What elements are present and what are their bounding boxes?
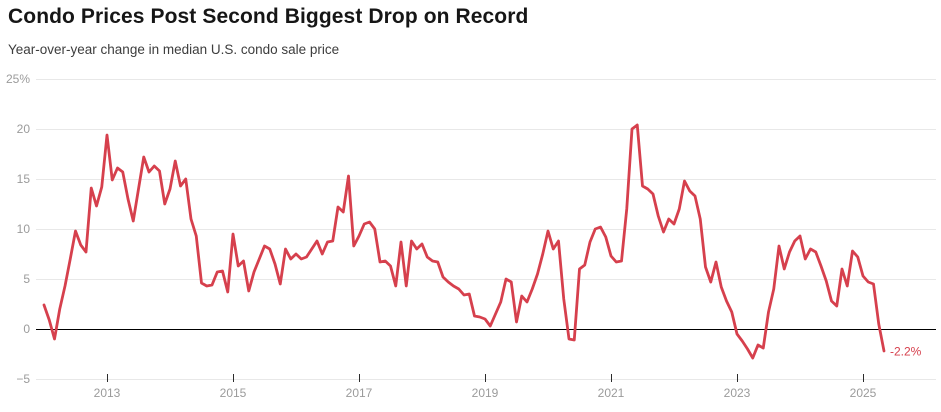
- y-axis-tick-label: 20: [17, 122, 31, 136]
- x-axis-tick-label: 2017: [346, 386, 373, 400]
- x-axis-tick-label: 2019: [472, 386, 499, 400]
- x-axis-tick-label: 2013: [94, 386, 121, 400]
- chart-title: Condo Prices Post Second Biggest Drop on…: [8, 5, 529, 28]
- yoy-series-line: [42, 123, 886, 360]
- y-axis-tick-label: 15: [17, 172, 31, 186]
- latest-value-label: -2.2%: [890, 345, 922, 359]
- x-axis-tick-label: 2021: [598, 386, 625, 400]
- x-axis-tick-label: 2023: [724, 386, 751, 400]
- x-axis-tick-label: 2025: [850, 386, 877, 400]
- y-axis-tick-label: −5: [16, 372, 30, 386]
- y-axis-tick-label: 10: [17, 222, 31, 236]
- y-axis-tick-label: 25%: [6, 72, 30, 86]
- x-axis-tick-label: 2015: [220, 386, 247, 400]
- chart-subtitle: Year-over-year change in median U.S. con…: [8, 42, 340, 57]
- y-axis-tick-label: 5: [23, 272, 30, 286]
- y-axis-tick-label: 0: [23, 322, 30, 336]
